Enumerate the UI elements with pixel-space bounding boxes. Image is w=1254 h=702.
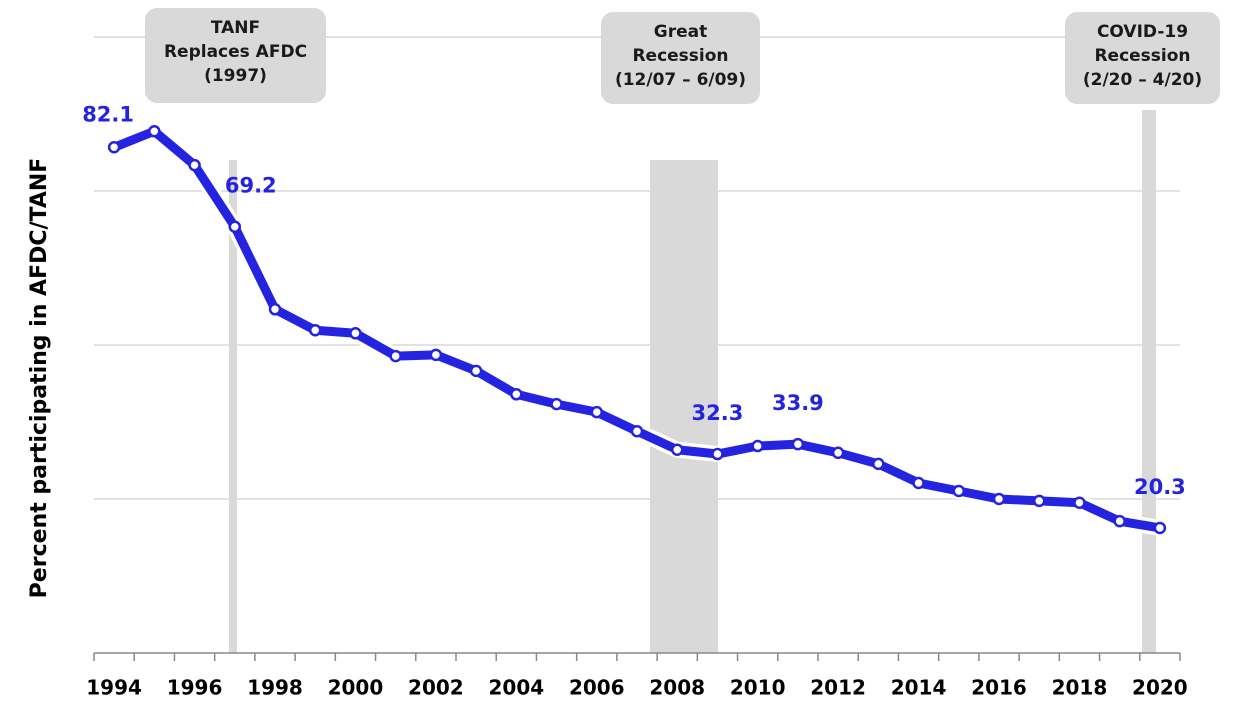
x-tick-label: 2006 bbox=[569, 676, 625, 700]
x-tick-label: 1998 bbox=[247, 676, 303, 700]
shaded-period bbox=[650, 160, 718, 653]
point bbox=[992, 492, 1006, 506]
x-tick-label: 2002 bbox=[408, 676, 464, 700]
point bbox=[429, 348, 443, 362]
annotation-text: (2/20 – 4/20) bbox=[1083, 70, 1202, 90]
point bbox=[1032, 494, 1046, 508]
point bbox=[268, 303, 282, 316]
point bbox=[469, 364, 483, 378]
point bbox=[872, 457, 885, 471]
point bbox=[590, 405, 604, 419]
shaded-period bbox=[229, 160, 237, 653]
x-tick-label: 2010 bbox=[730, 676, 786, 700]
annotation-text: Replaces AFDC bbox=[164, 42, 307, 62]
x-tick-label: 2018 bbox=[1052, 676, 1108, 700]
annotation-text: Recession bbox=[1094, 46, 1190, 66]
point bbox=[1113, 514, 1126, 528]
point bbox=[670, 443, 684, 456]
x-tick-label: 2004 bbox=[488, 676, 544, 700]
value-label: 82.1 bbox=[82, 102, 134, 126]
point bbox=[228, 220, 242, 233]
point bbox=[952, 484, 966, 498]
value-label: 32.3 bbox=[692, 401, 744, 425]
point bbox=[148, 124, 161, 138]
point bbox=[1073, 496, 1086, 509]
annotation-text: (1997) bbox=[204, 66, 267, 86]
point bbox=[349, 327, 362, 340]
point bbox=[831, 446, 845, 460]
point bbox=[188, 158, 201, 172]
point bbox=[711, 447, 724, 461]
value-label: 69.2 bbox=[225, 174, 277, 198]
annotation-box bbox=[601, 12, 760, 104]
annotation-text: COVID-19 bbox=[1097, 22, 1188, 42]
point bbox=[308, 323, 322, 337]
value-label: 20.3 bbox=[1134, 475, 1186, 499]
point bbox=[389, 349, 402, 363]
annotation-text: TANF bbox=[211, 18, 260, 38]
annotation-text: Great bbox=[654, 22, 707, 42]
x-tick-label: 2000 bbox=[328, 676, 384, 700]
x-tick-label: 2008 bbox=[649, 676, 705, 700]
point bbox=[751, 439, 764, 453]
point bbox=[791, 437, 805, 451]
y-axis-label: Percent participating in AFDC/TANF bbox=[27, 158, 52, 599]
x-tick-label: 1996 bbox=[167, 676, 223, 700]
point bbox=[107, 141, 121, 154]
shaded-period bbox=[1142, 110, 1156, 653]
value-label: 33.9 bbox=[772, 391, 824, 415]
annotation-text: (12/07 – 6/09) bbox=[615, 70, 746, 90]
x-tick-label: 1994 bbox=[86, 676, 142, 700]
x-tick-label: 2014 bbox=[891, 676, 947, 700]
point bbox=[510, 388, 523, 401]
point bbox=[550, 397, 563, 411]
point bbox=[1153, 521, 1167, 535]
point bbox=[912, 476, 925, 490]
x-tick-label: 2020 bbox=[1132, 676, 1188, 700]
x-tick-label: 2012 bbox=[810, 676, 866, 700]
annotation-box bbox=[145, 8, 326, 103]
point bbox=[630, 424, 644, 438]
annotation-text: Recession bbox=[632, 46, 728, 66]
annotation-box bbox=[1065, 12, 1220, 104]
x-tick-label: 2016 bbox=[971, 676, 1027, 700]
